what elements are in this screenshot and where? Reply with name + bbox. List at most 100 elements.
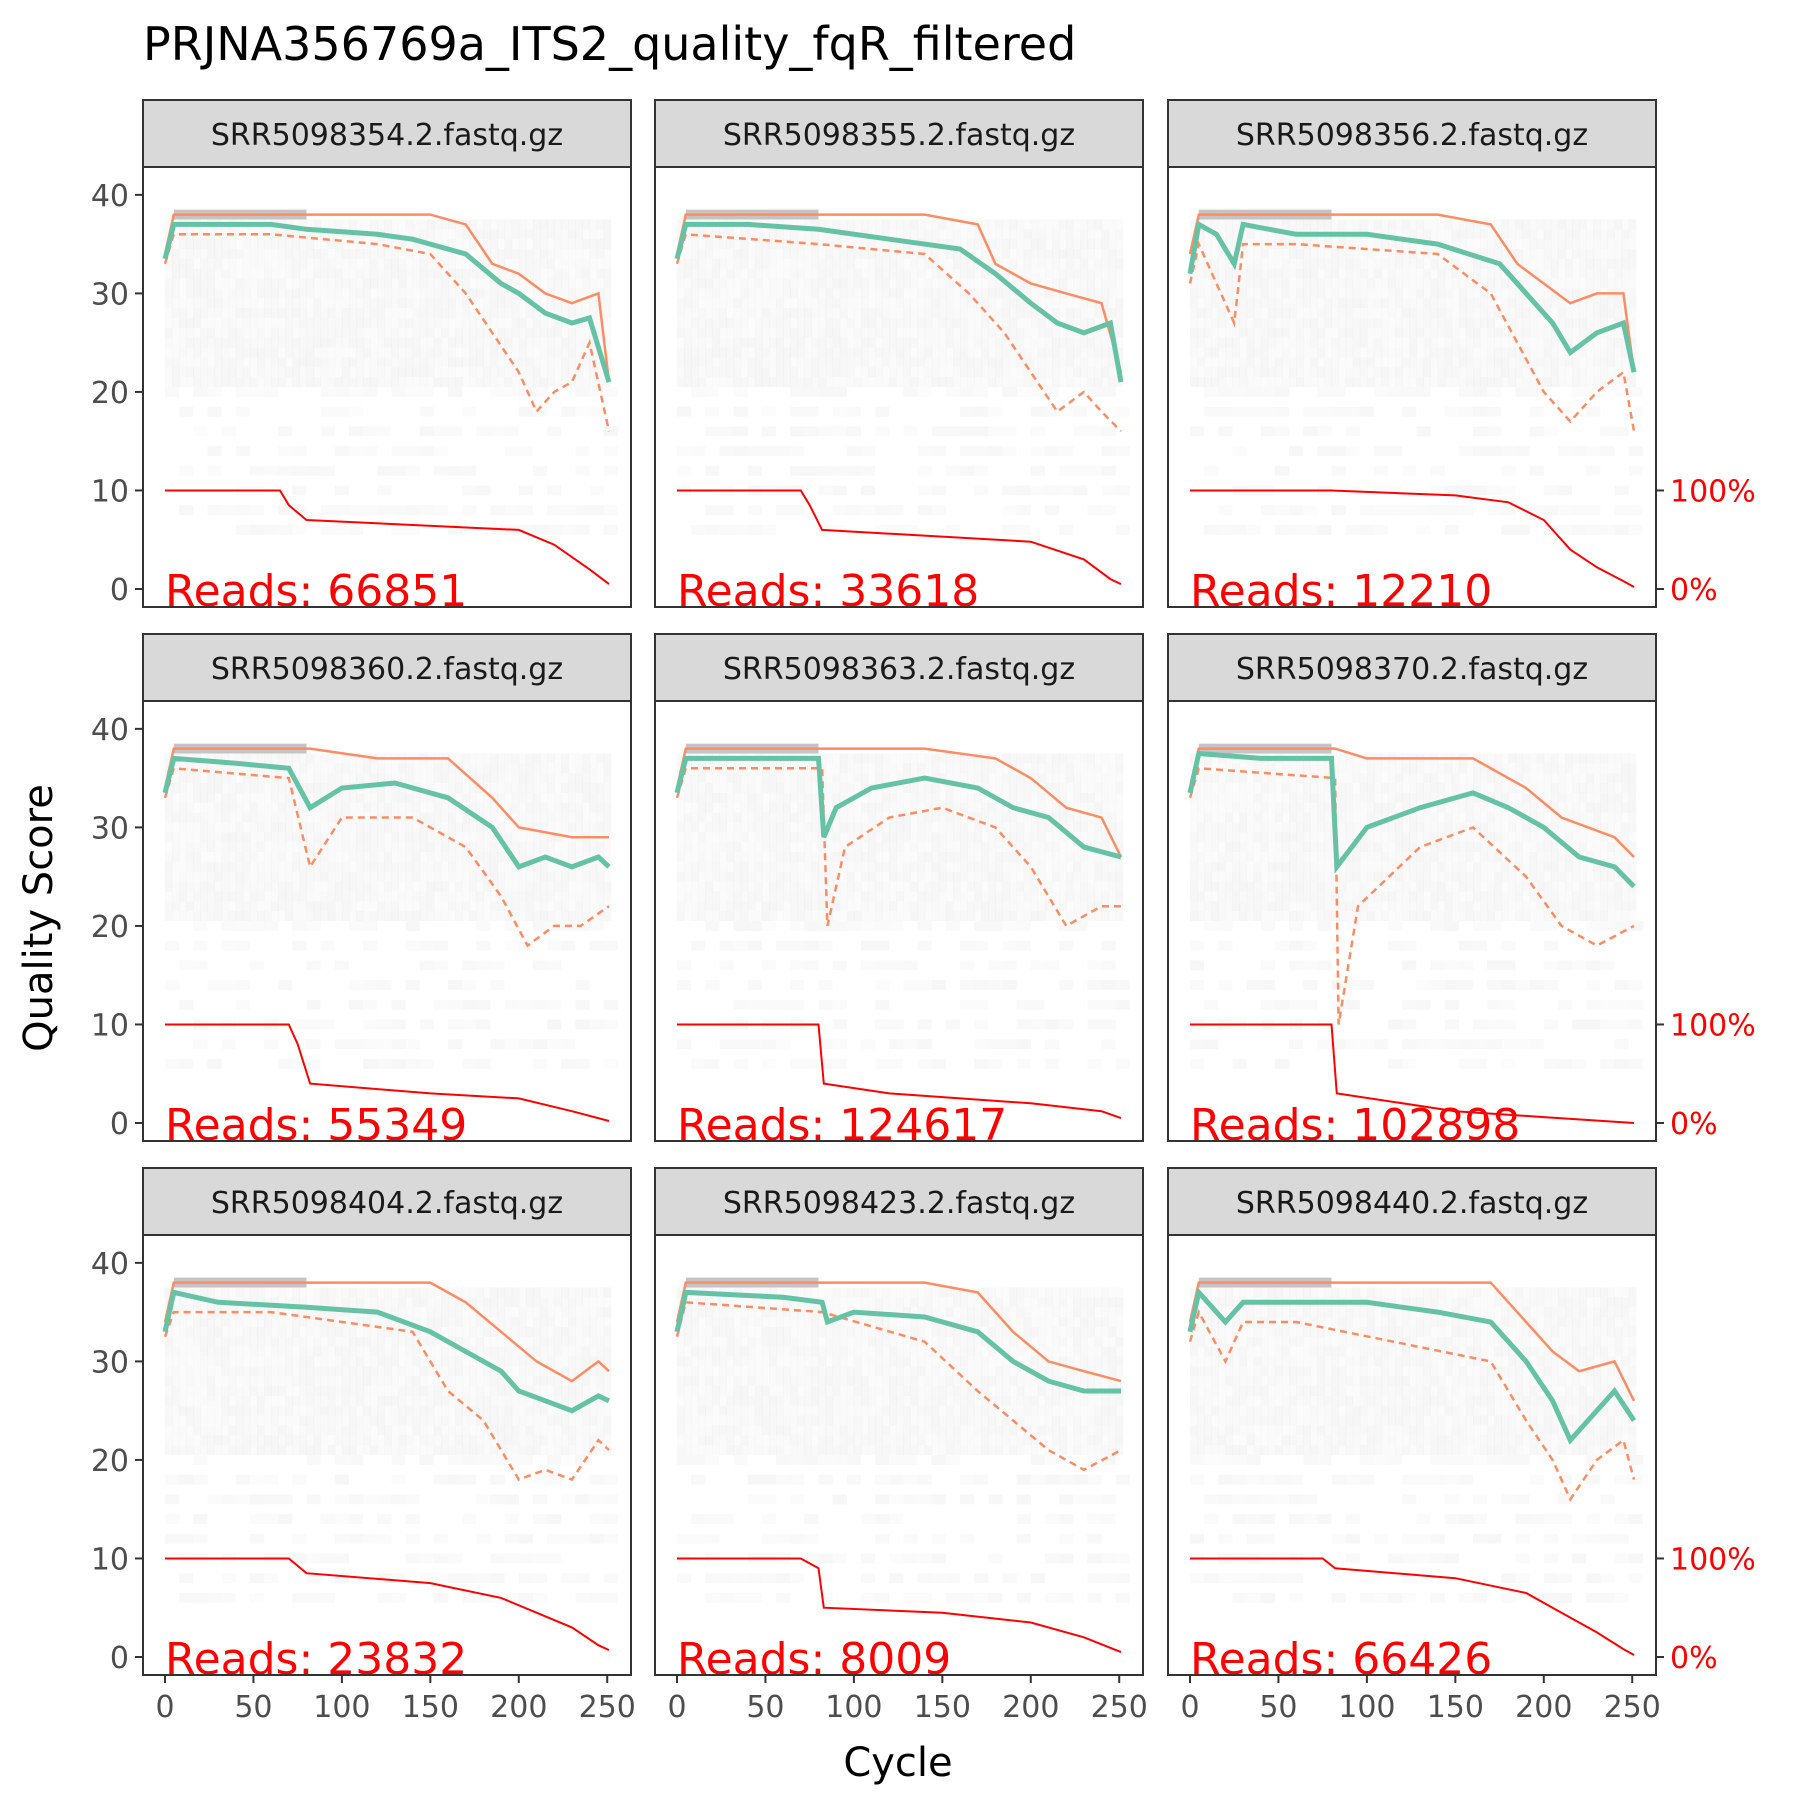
heatmap-cell: [561, 812, 569, 823]
heatmap-cell: [448, 278, 456, 289]
heatmap-cell: [882, 367, 890, 378]
heatmap-cell: [1352, 327, 1361, 338]
heatmap-cell: [490, 357, 499, 368]
heatmap-cell: [1037, 258, 1046, 269]
heatmap-cell: [334, 881, 343, 892]
heatmap-cell: [433, 783, 442, 793]
heatmap-cell: [719, 239, 728, 250]
heatmap-cell: [1522, 229, 1531, 240]
heatmap-cell: [235, 940, 250, 951]
heatmap-cell: [1373, 505, 1389, 516]
heatmap-cell: [882, 298, 890, 309]
heatmap-cell: [462, 367, 470, 378]
heatmap-cell: [518, 258, 527, 269]
heatmap-cell: [193, 318, 201, 328]
heatmap-cell: [1395, 298, 1403, 309]
heatmap-cell: [186, 861, 194, 872]
heatmap-cell: [363, 802, 371, 813]
heatmap-cell: [1197, 258, 1205, 269]
heatmap-cell: [754, 229, 763, 240]
heatmap-cell: [1451, 327, 1460, 338]
heatmap-cell: [1310, 357, 1318, 368]
heatmap-cell: [1331, 318, 1340, 328]
heatmap-cell: [818, 387, 833, 397]
heatmap-cell: [677, 377, 685, 387]
heatmap-cell: [1253, 249, 1262, 259]
heatmap-cell: [875, 258, 883, 269]
heatmap-cell: [440, 308, 449, 319]
heatmap-cell: [1009, 377, 1018, 387]
heatmap-cell: [889, 505, 904, 516]
heatmap-cell: [811, 249, 820, 259]
heatmap-cell: [511, 792, 520, 803]
cumulative-reads-line: [1190, 489, 1635, 588]
heatmap-cell: [214, 327, 223, 338]
heatmap-cell: [818, 367, 827, 378]
heatmap-cell: [370, 327, 378, 338]
heatmap-cell: [525, 377, 534, 387]
heatmap-cell: [1232, 268, 1241, 279]
heatmap-cell: [363, 505, 378, 516]
heatmap-cell: [518, 524, 533, 535]
heatmap-cell: [334, 871, 343, 882]
heatmap-cell: [1423, 278, 1432, 289]
heatmap-cell: [1515, 219, 1524, 230]
heatmap-cell: [568, 763, 576, 774]
heatmap-cell: [825, 357, 834, 368]
heatmap-cell: [1473, 239, 1481, 250]
heatmap-cell: [1324, 239, 1333, 250]
heatmap-cell: [547, 842, 555, 853]
heatmap-cell: [747, 288, 756, 299]
heatmap-cell: [419, 773, 428, 784]
heatmap-cell: [938, 308, 947, 319]
heatmap-cell: [1557, 249, 1566, 259]
heatmap-cell: [1274, 377, 1283, 387]
heatmap-cell: [1331, 327, 1340, 338]
heatmap-cell: [292, 524, 307, 535]
heatmap-cell: [221, 921, 236, 931]
heatmap-cell: [684, 239, 692, 250]
heatmap-cell: [455, 327, 463, 338]
heatmap-cell: [804, 337, 812, 348]
y-tick-label: 0: [110, 1107, 129, 1142]
heatmap-cell: [1324, 377, 1333, 387]
heatmap-cell: [540, 249, 548, 259]
heatmap-cell: [882, 377, 890, 387]
heatmap-cell: [981, 219, 989, 230]
heatmap-cell: [1508, 239, 1516, 250]
heatmap-cell: [1108, 298, 1117, 309]
heatmap-cell: [1218, 278, 1226, 289]
heatmap-cell: [200, 911, 208, 921]
heatmap-cell: [341, 278, 350, 289]
heatmap-cell: [242, 268, 251, 279]
heatmap-cell: [235, 891, 244, 902]
heatmap-cell: [1501, 357, 1509, 368]
heatmap-cell: [684, 901, 692, 912]
heatmap-cell: [889, 318, 897, 328]
heatmap-cell: [448, 347, 456, 358]
heatmap-cell: [242, 763, 251, 774]
heatmap-cell: [1101, 357, 1110, 368]
heatmap-cell: [603, 911, 612, 921]
heatmap-cell: [1373, 357, 1382, 368]
heatmap-cell: [1267, 377, 1276, 387]
heatmap-cell: [596, 337, 605, 348]
heatmap-cell: [299, 881, 308, 892]
heatmap-cell: [1009, 367, 1018, 378]
heatmap-cell: [398, 268, 407, 279]
heatmap-cell: [221, 298, 230, 309]
heatmap-cell: [740, 298, 749, 309]
heatmap-cell: [561, 298, 569, 309]
heatmap-cell: [249, 871, 258, 882]
heatmap-cell: [589, 485, 604, 496]
heatmap-cell: [356, 763, 364, 774]
heatmap-cell: [931, 377, 940, 387]
heatmap-cell: [575, 753, 583, 764]
heatmap-cell: [320, 822, 329, 833]
heatmap-cell: [433, 861, 442, 872]
heatmap-cell: [589, 308, 598, 319]
heatmap-cell: [1016, 219, 1025, 230]
heatmap-cell: [249, 891, 258, 902]
heatmap-cell: [1253, 377, 1262, 387]
heatmap-cell: [264, 792, 272, 803]
